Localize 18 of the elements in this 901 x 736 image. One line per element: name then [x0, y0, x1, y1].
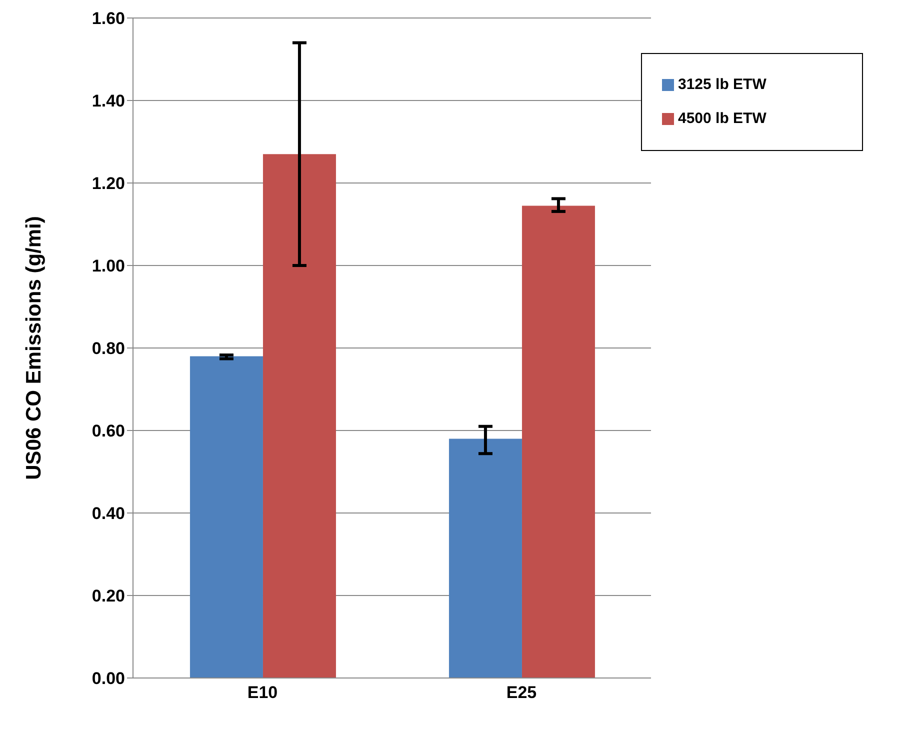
x-tick-label: E25: [506, 683, 537, 702]
legend-label: 4500 lb ETW: [678, 110, 766, 127]
y-tick-label: 1.40: [92, 92, 125, 111]
y-tick-label: 1.20: [92, 174, 125, 194]
bar: [448, 438, 522, 678]
bar: [262, 154, 336, 678]
bar: [522, 206, 595, 678]
y-axis-title: US06 CO Emissions (g/mi): [22, 216, 46, 480]
x-tick-label: E10: [247, 683, 278, 702]
y-tick-label: 0.20: [92, 586, 125, 606]
y-tick-label: 0.40: [92, 504, 125, 524]
y-tick-label: 0.80: [92, 339, 125, 358]
y-tick-label: 1.00: [92, 256, 125, 276]
y-tick-label: 1.60: [92, 9, 125, 28]
y-tick-label: 0.60: [92, 422, 125, 441]
legend-label: 3125 lb ETW: [678, 76, 766, 93]
y-tick-label: 0.00: [92, 669, 125, 688]
bar: [190, 356, 263, 678]
